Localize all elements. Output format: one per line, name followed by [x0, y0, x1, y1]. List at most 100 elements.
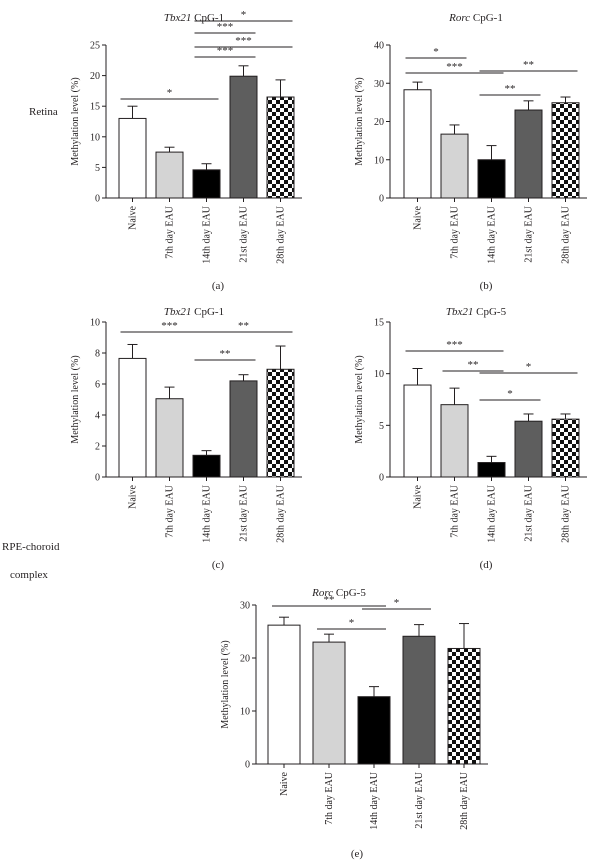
- chart-panel-b: Rorc CpG-1 0 10 20 30 40 Methylation level (%)…: [354, 12, 587, 292]
- chart-title-site: CpG-5: [333, 587, 366, 599]
- category-label: Naive: [413, 484, 424, 508]
- y-tick-label: 15: [90, 102, 100, 113]
- chart-panel-d: Tbx21 CpG-5 0 5 10 15 Methylation level (%) Na…: [354, 306, 587, 571]
- y-tick-label: 10: [240, 707, 250, 718]
- chart-title: Tbx21 CpG-1: [164, 12, 224, 24]
- category-label: 7th day EAU: [165, 484, 176, 538]
- chart-title-site: CpG-5: [473, 306, 506, 318]
- significance-label: ***: [446, 339, 463, 351]
- panel-label: (b): [480, 280, 493, 292]
- bar: [440, 404, 469, 478]
- y-axis-label: Methylation level (%): [70, 77, 81, 165]
- panel-label: (e): [351, 848, 364, 860]
- y-axis-label: Methylation level (%): [220, 640, 231, 728]
- bar: [403, 384, 432, 478]
- significance-label: *: [394, 597, 400, 609]
- y-tick-label: 0: [379, 473, 384, 484]
- category-label: 7th day EAU: [450, 484, 461, 538]
- y-tick-label: 10: [374, 369, 384, 380]
- bar: [155, 151, 184, 199]
- category-label: 28th day EAU: [276, 484, 287, 543]
- y-tick-label: 4: [95, 411, 100, 422]
- bar: [403, 89, 432, 199]
- bar: [266, 368, 295, 478]
- bar: [447, 647, 481, 765]
- y-tick-label: 20: [240, 654, 250, 665]
- y-tick-label: 2: [95, 442, 100, 453]
- significance-label: ***: [235, 35, 252, 47]
- y-tick-label: 0: [95, 194, 100, 205]
- category-label: 7th day EAU: [450, 205, 461, 259]
- chart-title-gene: Tbx21: [446, 306, 474, 318]
- category-label: 21st day EAU: [414, 771, 425, 828]
- bar: [440, 133, 469, 199]
- chart-title-gene: Tbx21: [164, 12, 192, 24]
- chart-title-gene: Rorc: [311, 587, 333, 599]
- row-label-rpe-line2: complex: [10, 569, 48, 581]
- significance-label: **: [324, 594, 335, 606]
- chart-title: Rorc CpG-5: [311, 587, 366, 599]
- category-label: 21st day EAU: [524, 205, 535, 262]
- y-tick-label: 15: [374, 318, 384, 329]
- panel-label: (d): [480, 559, 493, 571]
- category-label: 14th day EAU: [487, 484, 498, 543]
- y-tick-label: 30: [374, 79, 384, 90]
- significance-label: *: [433, 46, 439, 58]
- category-label: 14th day EAU: [202, 205, 213, 264]
- category-label: 14th day EAU: [487, 205, 498, 264]
- y-tick-label: 20: [374, 117, 384, 128]
- category-label: 28th day EAU: [561, 484, 572, 543]
- row-label-rpe-line1: RPE-choroid: [2, 541, 60, 553]
- chart-title-site: CpG-1: [191, 306, 224, 318]
- significance-label: ***: [217, 45, 234, 57]
- bar: [477, 159, 506, 199]
- bar: [514, 109, 543, 199]
- significance-label: **: [505, 83, 516, 95]
- category-label: 28th day EAU: [459, 771, 470, 830]
- category-label: 7th day EAU: [324, 771, 335, 825]
- bar: [155, 398, 184, 478]
- category-label: 14th day EAU: [369, 771, 380, 830]
- bar: [477, 462, 506, 478]
- y-tick-label: 25: [90, 41, 100, 52]
- significance-label: **: [468, 359, 479, 371]
- significance-label: *: [241, 9, 247, 21]
- bar: [229, 380, 258, 478]
- bar: [402, 635, 436, 765]
- significance-label: *: [167, 87, 173, 99]
- significance-label: ***: [161, 320, 178, 332]
- significance-label: *: [507, 388, 513, 400]
- significance-label: ***: [446, 61, 463, 73]
- significance-label: *: [526, 361, 532, 373]
- y-axis-label: Methylation level (%): [70, 355, 81, 443]
- bar: [118, 117, 147, 199]
- category-label: 21st day EAU: [239, 205, 250, 262]
- y-tick-label: 40: [374, 41, 384, 52]
- chart-title: Rorc CpG-1: [448, 12, 503, 24]
- bar: [229, 75, 258, 199]
- y-tick-label: 0: [95, 473, 100, 484]
- category-label: 7th day EAU: [165, 205, 176, 259]
- chart-title-site: CpG-1: [470, 12, 503, 24]
- y-tick-label: 5: [379, 421, 384, 432]
- chart-title: Tbx21 CpG-5: [446, 306, 507, 318]
- bar: [267, 624, 301, 765]
- category-label: 21st day EAU: [524, 484, 535, 541]
- bar: [514, 420, 543, 478]
- y-axis-label: Methylation level (%): [354, 77, 365, 165]
- category-label: Naive: [413, 205, 424, 229]
- bar: [266, 96, 295, 199]
- y-tick-label: 0: [379, 194, 384, 205]
- y-axis-label: Methylation level (%): [354, 355, 365, 443]
- y-tick-label: 0: [245, 760, 250, 771]
- bar: [551, 102, 580, 199]
- y-tick-label: 8: [95, 349, 100, 360]
- category-label: 28th day EAU: [276, 205, 287, 264]
- category-label: 28th day EAU: [561, 205, 572, 264]
- category-label: Naive: [279, 771, 290, 795]
- chart-panel-a: Tbx21 CpG-1 0 5 10 15 20 25 Methylation level (…: [70, 9, 302, 292]
- chart-panel-c: Tbx21 CpG-1 0 2 4 6 8 10 Methylation level (%) N…: [70, 306, 302, 571]
- bar: [118, 357, 147, 478]
- y-tick-label: 5: [95, 163, 100, 174]
